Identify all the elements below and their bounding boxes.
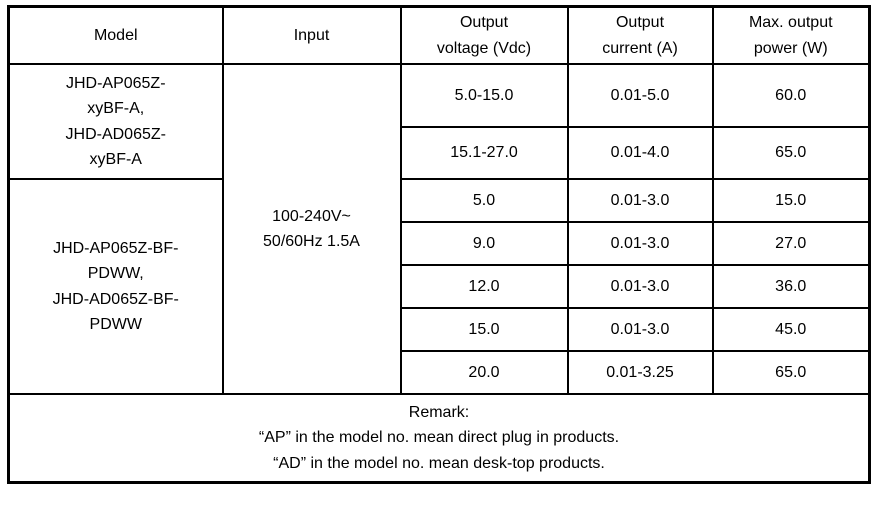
col-header-input: Input [221,5,402,66]
input-cell: 100-240V~ 50/60Hz 1.5A [221,63,402,396]
remark-row: Remark: “AP” in the model no. mean direc… [7,393,871,484]
table-row: 12.0 0.01-3.0 36.0 [9,264,871,310]
output-current-cell: 0.01-3.0 [566,221,714,267]
max-power-cell: 65.0 [711,350,871,396]
output-voltage-cell: 15.0 [399,307,569,353]
output-current-cell: 0.01-4.0 [566,126,714,181]
output-current-cell: 0.01-3.25 [566,350,714,396]
model-group-1-cell: JHD-AP065Z- xyBF-A, JHD-AD065Z- xyBF-A [7,63,224,181]
max-power-cell: 36.0 [711,264,871,310]
col-header-output-current: Output current (A) [566,5,714,66]
col-header-model: Model [7,5,224,66]
table-row: 15.0 0.01-3.0 45.0 [9,307,871,353]
col-header-output-voltage: Output voltage (Vdc) [399,5,569,66]
table-row: 15.1-27.0 0.01-4.0 65.0 [9,126,871,181]
output-voltage-cell: 5.0 [399,178,569,224]
spec-table: Model Input Output voltage (Vdc) Output … [7,5,871,484]
table-row: 20.0 0.01-3.25 65.0 [9,350,871,396]
table-row: JHD-AP065Z- xyBF-A, JHD-AD065Z- xyBF-A 1… [7,63,871,396]
output-current-cell: 0.01-3.0 [566,307,714,353]
max-power-cell: 45.0 [711,307,871,353]
remark-cell: Remark: “AP” in the model no. mean direc… [7,393,871,484]
max-power-cell: 60.0 [711,63,871,129]
output-voltage-cell: 5.0-15.0 [399,63,569,129]
max-power-cell: 65.0 [711,126,871,181]
table-row: JHD-AP065Z-BF- PDWW, JHD-AD065Z-BF- PDWW… [7,178,871,396]
max-power-cell: 15.0 [711,178,871,224]
table-row: 9.0 0.01-3.0 27.0 [9,221,871,267]
output-voltage-cell: 9.0 [399,221,569,267]
output-current-cell: 0.01-3.0 [566,178,714,224]
output-current-cell: 0.01-3.0 [566,264,714,310]
output-voltage-cell: 15.1-27.0 [399,126,569,181]
col-header-max-power: Max. output power (W) [711,5,871,66]
output-voltage-cell: 12.0 [399,264,569,310]
output-voltage-cell: 20.0 [399,350,569,396]
header-row: Model Input Output voltage (Vdc) Output … [7,5,871,66]
max-power-cell: 27.0 [711,221,871,267]
output-current-cell: 0.01-5.0 [566,63,714,129]
model-group-2-cell: JHD-AP065Z-BF- PDWW, JHD-AD065Z-BF- PDWW [7,178,224,396]
